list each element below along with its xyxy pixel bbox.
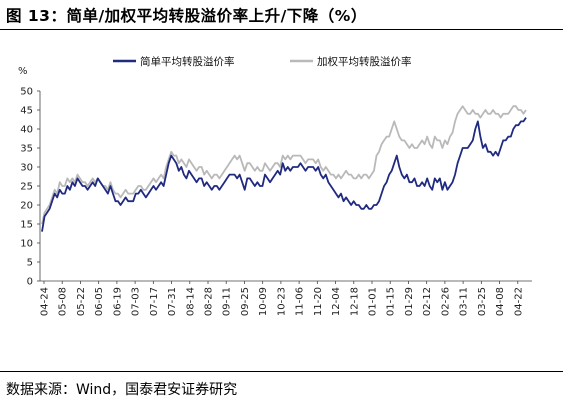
legend-label-simple: 简单平均转股溢价率 [140, 55, 235, 68]
plot-area [41, 105, 527, 232]
x-tick-label: 02-26 [440, 287, 451, 316]
x-tick-label: 12-04 [331, 287, 342, 316]
y-tick-label: 30 [20, 163, 33, 174]
x-axis: 04-24 05-08 05-22 06-05 06-19 07-03 07-17 07-31… [40, 280, 532, 316]
x-tick-label: 07-17 [149, 287, 160, 316]
line-chart: % 简单平均转股溢价率 加权平均转股溢价率 0 5 10 15 20 25 30 35 40 45… [18, 55, 532, 316]
x-tick-label: 10-09 [258, 287, 269, 316]
x-tick-label: 06-05 [94, 287, 105, 316]
x-tick-label: 02-12 [422, 287, 433, 316]
x-tick-label: 10-23 [276, 287, 287, 316]
source-note: 数据来源：Wind，国泰君安证券研究 [6, 382, 238, 398]
x-tick-label: 04-22 [513, 287, 524, 316]
legend-label-weighted: 加权平均转股溢价率 [317, 55, 412, 68]
x-tick-label: 05-22 [76, 287, 87, 316]
series-line-simple [41, 117, 527, 232]
x-tick-label: 03-25 [477, 287, 488, 316]
x-tick-label: 11-06 [295, 287, 306, 316]
x-tick-label: 08-14 [185, 287, 196, 316]
x-tick-label: 12-18 [349, 287, 360, 316]
x-tick-label: 04-08 [495, 287, 506, 316]
y-tick-label: 5 [27, 258, 33, 269]
y-tick-label: 10 [20, 239, 33, 250]
x-tick-label: 01-29 [404, 287, 415, 316]
y-tick-label: 25 [20, 182, 33, 193]
y-tick-label: 20 [20, 201, 33, 212]
x-tick-label: 07-03 [131, 287, 142, 316]
x-tick-label: 01-15 [386, 287, 397, 316]
series-line-weighted [41, 105, 527, 225]
source-rule [0, 371, 563, 372]
y-tick-label: 35 [20, 144, 33, 155]
legend: 简单平均转股溢价率 加权平均转股溢价率 [113, 55, 412, 68]
x-tick-label: 01-01 [368, 287, 379, 316]
x-tick-label: 07-31 [167, 287, 178, 316]
y-tick-label: 45 [20, 106, 33, 117]
x-tick-label: 04-24 [40, 287, 51, 316]
x-tick-label: 05-08 [58, 287, 69, 316]
x-tick-label: 11-20 [313, 287, 324, 316]
x-tick-label: 08-28 [204, 287, 215, 316]
y-tick-label: 40 [20, 125, 33, 136]
y-axis-unit: % [18, 66, 28, 77]
x-tick-label: 03-11 [459, 287, 470, 316]
chart-title: 图 13：简单/加权平均转股溢价率上升/下降（%） [6, 7, 367, 25]
y-tick-label: 0 [27, 277, 33, 288]
title-rule [0, 29, 563, 30]
y-tick-label: 50 [20, 87, 33, 98]
y-axis: 0 5 10 15 20 25 30 35 40 45 50 [20, 87, 41, 288]
x-tick-label: 06-19 [112, 287, 123, 316]
y-tick-label: 15 [20, 220, 33, 231]
x-tick-label: 09-25 [240, 287, 251, 316]
x-tick-label: 09-11 [222, 287, 233, 316]
